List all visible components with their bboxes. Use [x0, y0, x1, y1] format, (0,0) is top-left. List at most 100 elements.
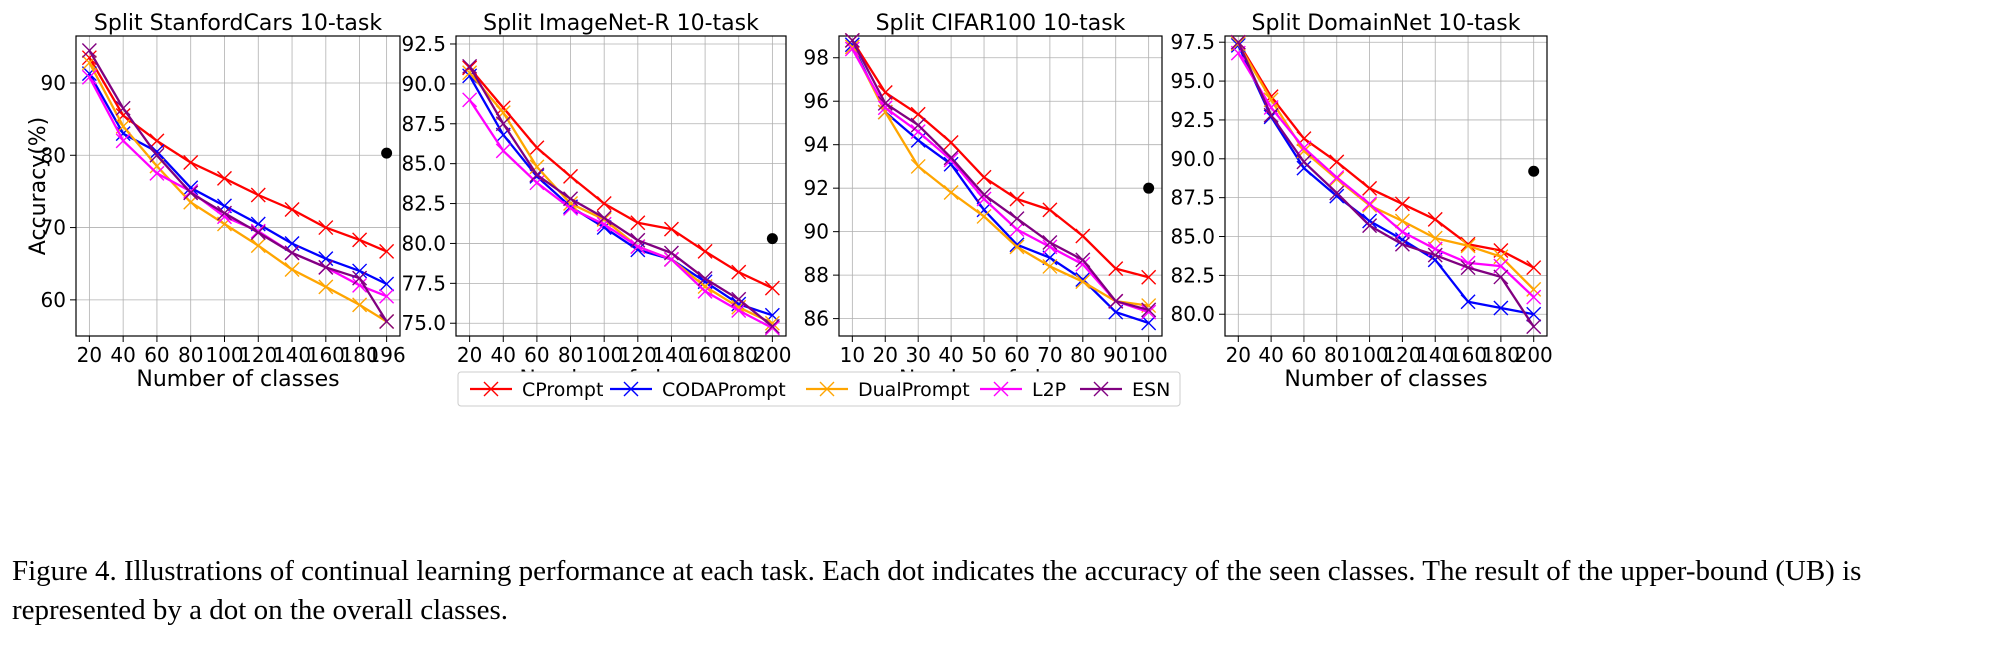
upper-bound-dot: [1528, 165, 1540, 177]
y-tick-label: 80.0: [1170, 302, 1215, 326]
series-line: [468, 71, 773, 325]
x-tick-label: 200: [1515, 343, 1553, 367]
data-point: [1493, 258, 1509, 274]
data-point: [976, 187, 992, 203]
x-tick-label: 60: [1004, 343, 1029, 367]
y-tick-label: 80: [41, 143, 66, 167]
data-point: [1009, 211, 1025, 227]
data-point: [630, 232, 646, 248]
y-tick-label: 92: [804, 176, 829, 200]
data-point: [462, 58, 478, 74]
y-tick-label: 97.5: [1170, 30, 1215, 54]
data-point: [731, 302, 747, 318]
data-point: [1329, 188, 1345, 204]
data-point: [1108, 261, 1124, 277]
data-point: [1108, 293, 1124, 309]
data-point: [1460, 238, 1476, 254]
data-point: [1042, 202, 1058, 218]
x-tick-label: 80: [178, 343, 203, 367]
data-point: [910, 106, 926, 122]
legend-label: ESN: [1132, 379, 1170, 401]
series-line: [851, 39, 1149, 312]
x-tick-label: 60: [524, 343, 549, 367]
upper-bound-dot: [1143, 182, 1155, 194]
data-point: [379, 243, 395, 259]
x-tick-label: 140: [652, 343, 690, 367]
series-line: [851, 46, 1149, 307]
x-tick-label: 40: [491, 343, 516, 367]
data-point: [352, 277, 368, 293]
x-tick-label: 100: [585, 343, 623, 367]
data-point: [596, 210, 612, 226]
x-tick-label: 80: [558, 343, 583, 367]
series-l2p: [81, 69, 395, 304]
y-tick-label: 82.5: [1170, 263, 1215, 287]
data-point: [1493, 300, 1509, 316]
y-tick-label: 95.0: [1170, 69, 1215, 93]
data-point: [1296, 160, 1312, 176]
y-tick-label: 90: [804, 220, 829, 244]
series-l2p: [462, 92, 780, 336]
y-tick-label: 96: [804, 89, 829, 113]
data-point: [495, 143, 511, 159]
y-tick-label: 87.5: [1170, 186, 1215, 210]
series-l2p: [844, 41, 1157, 320]
data-point: [1526, 319, 1542, 335]
series-codaprompt: [81, 66, 395, 292]
x-tick-label: 180: [1482, 343, 1520, 367]
data-point: [1329, 169, 1345, 185]
y-tick-label: 75.0: [401, 311, 446, 335]
x-tick-label: 60: [1291, 343, 1316, 367]
legend-label: DualPrompt: [858, 379, 970, 401]
x-tick-label: 120: [1383, 343, 1421, 367]
data-point: [1493, 269, 1509, 285]
data-point: [529, 159, 545, 175]
data-point: [1296, 154, 1312, 170]
data-point: [1141, 302, 1157, 318]
data-point: [1296, 140, 1312, 156]
data-point: [379, 314, 395, 330]
data-point: [1427, 252, 1443, 268]
x-tick-label: 10: [840, 343, 865, 367]
data-point: [976, 208, 992, 224]
y-tick-label: 85.0: [1170, 225, 1215, 249]
x-tick-label: 196: [368, 343, 406, 367]
x-tick-label: 50: [971, 343, 996, 367]
series-line: [88, 62, 388, 323]
x-tick-label: 160: [686, 343, 724, 367]
chart-title: Split StanfordCars 10-task: [94, 11, 382, 36]
legend-item-l2p: L2P: [980, 379, 1066, 401]
legend-item-dualprompt: DualPrompt: [806, 379, 970, 401]
data-point: [877, 95, 893, 111]
data-point: [1394, 196, 1410, 212]
data-point: [352, 297, 368, 313]
legend-marker: [483, 381, 499, 397]
data-point: [1329, 154, 1345, 170]
y-tick-label: 94: [804, 133, 829, 157]
data-point: [910, 158, 926, 174]
data-point: [663, 251, 679, 267]
data-point: [149, 133, 165, 149]
data-point: [284, 261, 300, 277]
data-point: [115, 133, 131, 149]
series-line: [1237, 44, 1534, 316]
x-tick-label: 40: [1258, 343, 1283, 367]
x-tick-label: 200: [753, 343, 791, 367]
data-point: [250, 187, 266, 203]
plot-frame: [838, 35, 1163, 337]
data-point: [1394, 236, 1410, 252]
data-point: [976, 169, 992, 185]
data-point: [115, 100, 131, 116]
data-point: [81, 69, 97, 85]
series-l2p: [1230, 45, 1542, 305]
series-line: [1237, 43, 1535, 291]
plot-frame: [455, 35, 787, 337]
data-point: [731, 291, 747, 307]
data-point: [318, 220, 334, 236]
upper-bound-dot: [381, 147, 393, 159]
data-point: [1263, 107, 1279, 123]
data-point: [844, 32, 860, 48]
data-point: [630, 215, 646, 231]
data-point: [697, 271, 713, 287]
data-point: [943, 150, 959, 166]
